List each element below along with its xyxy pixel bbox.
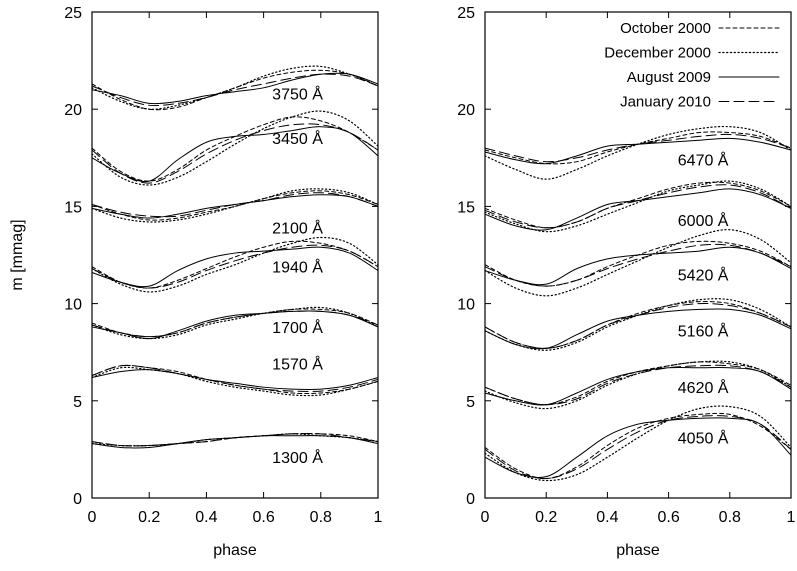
series-line-december-2000	[484, 405, 792, 482]
band-label: 1300 Å	[272, 448, 323, 467]
x-tick-label: 0	[88, 509, 97, 526]
band-label: 4620 Å	[678, 378, 729, 397]
series-line-december-2000	[484, 180, 792, 233]
x-tick-label: 1	[374, 509, 383, 526]
band-label: 1700 Å	[272, 318, 323, 337]
series-line-october-2000	[91, 190, 379, 221]
series-line-august-2009	[91, 194, 379, 219]
band-label: 1570 Å	[272, 355, 323, 374]
y-tick-label: 20	[64, 102, 82, 119]
series-line-january-2010	[484, 184, 792, 229]
series-line-august-2009	[91, 72, 379, 105]
y-axis-label: m [mmag]	[9, 219, 26, 290]
band-1940: 1940 Å	[91, 236, 379, 293]
x-tick-label: 0.2	[535, 509, 557, 526]
band-label: 6000 Å	[678, 211, 729, 230]
series-line-october-2000	[484, 181, 792, 229]
band-1570: 1570 Å	[91, 355, 379, 397]
band-4050: 4050 Å	[484, 405, 792, 482]
series-line-january-2010	[91, 192, 379, 218]
band-label: 5420 Å	[678, 265, 729, 284]
band-label: 6470 Å	[678, 151, 729, 170]
legend-label: August 2009	[627, 69, 711, 86]
y-tick-label: 5	[466, 394, 475, 411]
series-line-december-2000	[91, 188, 379, 223]
y-tick-label: 10	[64, 297, 82, 314]
series-line-january-2010	[484, 364, 792, 406]
band-label: 3750 Å	[272, 84, 323, 103]
series-line-august-2009	[91, 369, 379, 391]
band-3750: 3750 Å	[91, 65, 379, 111]
band-label: 1940 Å	[272, 257, 323, 276]
y-tick-label: 25	[457, 5, 475, 22]
series-line-december-2000	[484, 360, 792, 410]
series-line-january-2010	[91, 364, 379, 392]
band-4620: 4620 Å	[484, 360, 792, 410]
legend-label: December 2000	[604, 45, 711, 62]
series-line-january-2010	[484, 133, 792, 163]
y-tick-label: 20	[457, 102, 475, 119]
band-6470: 6470 Å	[484, 125, 792, 180]
y-tick-label: 10	[457, 297, 475, 314]
series-line-december-2000	[91, 65, 379, 110]
x-tick-label: 0.4	[195, 509, 217, 526]
plot-frame	[484, 11, 792, 499]
x-tick-label: 0.8	[310, 509, 332, 526]
series-line-august-2009	[484, 246, 792, 286]
series-line-january-2010	[91, 310, 379, 338]
series-line-january-2010	[91, 123, 379, 184]
series-line-january-2010	[484, 243, 792, 287]
series-line-january-2010	[91, 432, 379, 447]
y-tick-label: 0	[466, 491, 475, 508]
band-1700: 1700 Å	[91, 306, 379, 340]
series-line-august-2009	[91, 246, 379, 288]
series-line-december-2000	[91, 236, 379, 293]
band-3450: 3450 Å	[91, 110, 379, 186]
band-label: 4050 Å	[678, 429, 729, 448]
band-6000: 6000 Å	[484, 180, 792, 233]
series-line-august-2009	[484, 308, 792, 350]
y-tick-label: 5	[73, 394, 82, 411]
legend: October 2000 December 2000 August 2009 Janu…	[604, 20, 780, 111]
y-tick-label: 15	[457, 199, 475, 216]
series-line-october-2000	[484, 301, 792, 349]
band-label: 3450 Å	[272, 129, 323, 148]
x-tick-label: 0.4	[596, 509, 618, 526]
series-line-january-2010	[91, 73, 379, 107]
band-5160: 5160 Å	[484, 298, 792, 351]
x-tick-label: 0.6	[252, 509, 274, 526]
x-axis-label: phase	[616, 542, 660, 559]
series-line-october-2000	[91, 69, 379, 111]
x-tick-label: 0.6	[657, 509, 679, 526]
series-line-december-2000	[484, 229, 792, 297]
legend-label: January 2010	[620, 94, 711, 111]
series-line-august-2009	[484, 366, 792, 406]
legend-label: October 2000	[620, 20, 711, 37]
y-tick-label: 15	[64, 199, 82, 216]
y-tick-label: 0	[73, 491, 82, 508]
x-tick-label: 0.8	[719, 509, 741, 526]
band-2100: 2100 Å	[91, 188, 379, 238]
series-line-august-2009	[91, 126, 379, 183]
x-tick-label: 0	[481, 509, 490, 526]
x-tick-label: 0.2	[138, 509, 160, 526]
band-label: 5160 Å	[678, 322, 729, 341]
series-line-january-2010	[91, 244, 379, 289]
band-label: 2100 Å	[272, 219, 323, 238]
band-1300: 1300 Å	[91, 432, 379, 467]
band-5420: 5420 Å	[484, 229, 792, 297]
x-axis-label: phase	[213, 542, 257, 559]
series-line-january-2010	[484, 415, 792, 480]
series-line-december-2000	[91, 366, 379, 397]
series-line-december-2000	[91, 110, 379, 186]
plot-frame	[91, 11, 379, 499]
x-tick-label: 1	[787, 509, 796, 526]
y-tick-label: 25	[64, 5, 82, 22]
series-line-october-2000	[484, 412, 792, 480]
